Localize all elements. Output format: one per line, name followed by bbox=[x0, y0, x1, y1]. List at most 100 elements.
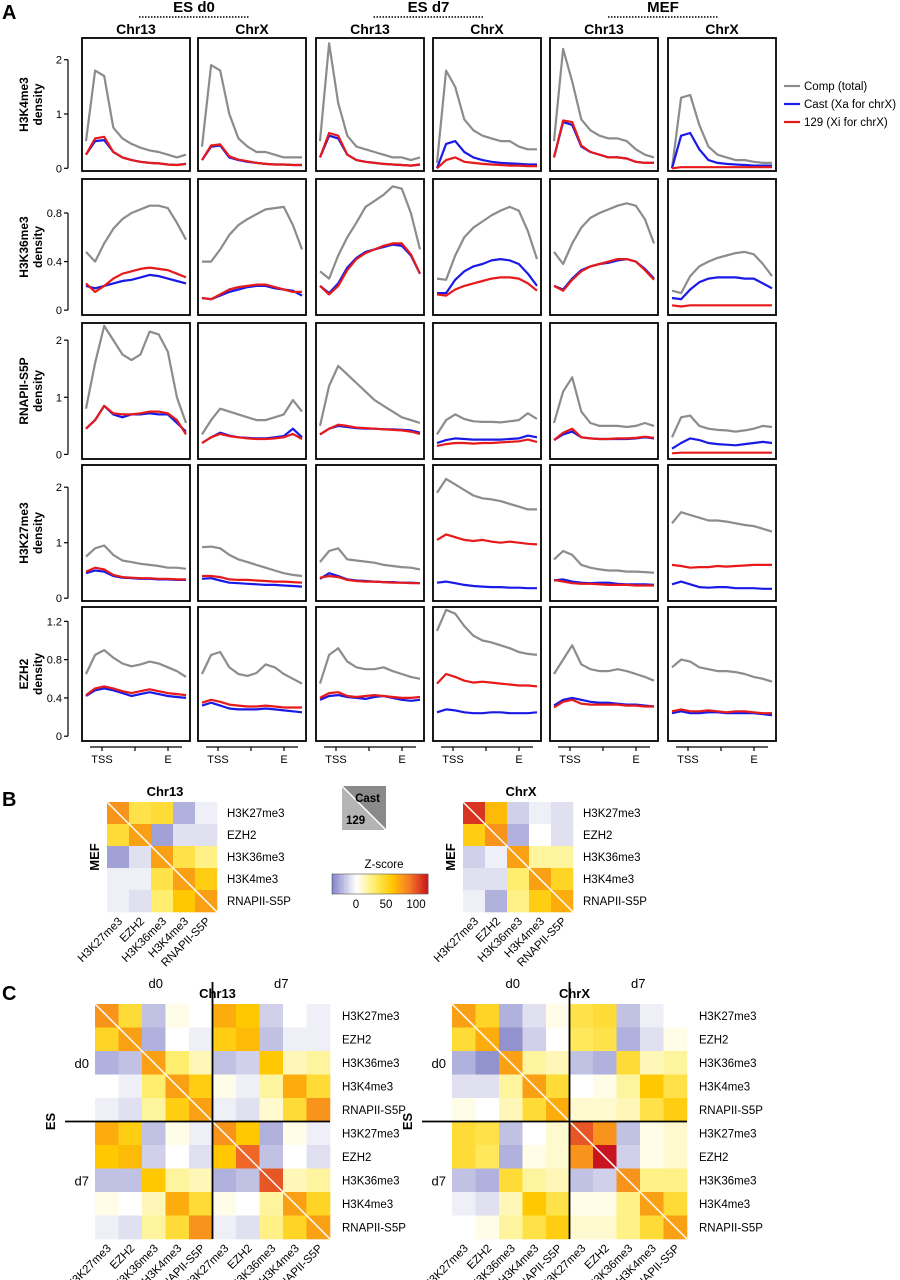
series-line-s129 bbox=[671, 304, 772, 308]
series-line-comp bbox=[201, 650, 303, 685]
heatmap-row-label: EZH2 bbox=[699, 1034, 728, 1046]
heatmap-cell bbox=[107, 846, 130, 869]
series-line-s129 bbox=[319, 574, 420, 585]
row-ylabel-line: H3K4me3 bbox=[17, 77, 31, 132]
heatmap-cell bbox=[499, 1098, 523, 1122]
heatmap-row-label: H3K36me3 bbox=[699, 1058, 757, 1070]
heatmap-cell bbox=[569, 1074, 594, 1099]
triangle-diagonal bbox=[341, 785, 387, 831]
heatmap-cell bbox=[118, 1074, 143, 1099]
heatmap-cell bbox=[546, 1074, 570, 1099]
heatmap-cell bbox=[522, 1192, 547, 1216]
heatmap-cell bbox=[452, 1215, 476, 1240]
heatmap-row-label: H3K4me3 bbox=[699, 1199, 750, 1211]
heatmap-row-label: EZH2 bbox=[583, 830, 612, 842]
line-panel-h3k4me3-2 bbox=[315, 37, 425, 172]
heatmap-cell bbox=[529, 802, 552, 825]
heatmap-cell bbox=[95, 1074, 119, 1099]
colorbar-segment bbox=[399, 874, 402, 894]
heatmap-cell bbox=[95, 1192, 119, 1216]
heatmap-cell bbox=[569, 1215, 594, 1240]
panel-frame bbox=[81, 464, 191, 602]
heatmap-row-label: H3K27me3 bbox=[342, 1011, 400, 1023]
heatmap-cell bbox=[640, 1004, 664, 1028]
line-panel-h3k36me3-4 bbox=[549, 178, 659, 316]
heatmap-cell bbox=[165, 1121, 190, 1146]
heatmap-b-chr13 bbox=[106, 801, 218, 913]
heatmap-cell bbox=[499, 1074, 523, 1099]
colorbar-segment bbox=[358, 874, 362, 894]
heatmap-row-group-label: d0 bbox=[75, 1056, 89, 1071]
line-panel-h3k4me3-0: 0 1 2 bbox=[56, 37, 191, 175]
triangle-label-upper: Cast bbox=[355, 793, 380, 805]
triangle-legend: Cast 129 bbox=[341, 785, 387, 831]
heatmap-cell bbox=[165, 1004, 190, 1028]
heatmap-cell bbox=[569, 1192, 594, 1216]
heatmap-cell bbox=[499, 1145, 523, 1169]
heatmap-row-group-label: MEF bbox=[87, 843, 102, 871]
line-panel-h3k36me3-0: 0 0.4 0.8 bbox=[47, 178, 191, 317]
series-line-comp bbox=[436, 412, 538, 435]
heatmap-cell bbox=[306, 1004, 331, 1028]
line-panel-rnapii-s5p-3 bbox=[432, 322, 542, 460]
heatmap-cell bbox=[283, 1074, 307, 1099]
panel-letter-c: C bbox=[2, 983, 16, 1005]
series-line-comp bbox=[670, 414, 773, 438]
heatmap-cell bbox=[236, 1004, 260, 1028]
heatmap-cell bbox=[118, 1051, 143, 1075]
heatmap-cell bbox=[593, 1027, 617, 1052]
heatmap-cell bbox=[475, 1121, 500, 1146]
heatmap-cell bbox=[463, 890, 486, 913]
heatmap-cell bbox=[283, 1145, 307, 1169]
heatmap-cell bbox=[640, 1121, 664, 1146]
heatmap-row-group-label: d7 bbox=[75, 1173, 89, 1188]
colorbar-segment bbox=[404, 874, 407, 894]
heatmap-cell bbox=[522, 1215, 547, 1240]
heatmap-cell bbox=[499, 1215, 523, 1240]
heatmap-cell bbox=[165, 1098, 190, 1122]
series-line-cast bbox=[85, 273, 187, 290]
heatmap-row-label: H3K36me3 bbox=[227, 852, 285, 864]
heatmap-cell bbox=[95, 1145, 119, 1169]
colorbar-tick-label: 100 bbox=[406, 899, 425, 911]
heatmap-cell bbox=[475, 1145, 500, 1169]
series-line-s129 bbox=[202, 574, 303, 584]
heatmap-row-label: H3K36me3 bbox=[342, 1058, 400, 1070]
line-panel-ezh2-3 bbox=[432, 606, 542, 742]
heatmap-cell bbox=[151, 868, 174, 891]
heatmap-cell bbox=[485, 846, 508, 869]
heatmap-cell bbox=[522, 1027, 547, 1052]
heatmap-cell bbox=[452, 1051, 476, 1075]
heatmap-cell bbox=[663, 1051, 688, 1075]
row-ylabel-line: density bbox=[31, 653, 45, 695]
heatmap-cell bbox=[485, 868, 508, 891]
series-line-cast bbox=[435, 140, 537, 169]
heatmap-cell bbox=[189, 1145, 213, 1169]
heatmap-cell bbox=[616, 1074, 641, 1099]
heatmap-cell bbox=[189, 1168, 213, 1193]
heatmap-cell bbox=[663, 1004, 688, 1028]
heatmap-cell bbox=[663, 1145, 688, 1169]
triangle-label-lower: 129 bbox=[346, 815, 365, 827]
line-panel-h3k36me3-5 bbox=[667, 178, 777, 316]
series-line-s129 bbox=[436, 533, 538, 546]
series-line-comp bbox=[318, 364, 421, 427]
heatmap-cell bbox=[259, 1027, 284, 1052]
heatmap-cell bbox=[499, 1168, 523, 1193]
x-tick-label-e: E bbox=[398, 754, 405, 766]
heatmap-row-label: RNAPII-S5P bbox=[342, 1105, 406, 1117]
panel-frame bbox=[667, 178, 777, 316]
series-line-cast bbox=[201, 701, 303, 714]
row-ylabel-line: density bbox=[31, 226, 45, 268]
heatmap-cell bbox=[118, 1168, 143, 1193]
heatmap-cell bbox=[129, 890, 152, 913]
column-title-chrx: ChrX bbox=[470, 21, 504, 37]
heatmap-cell bbox=[569, 1004, 594, 1028]
heatmap-cell bbox=[95, 1027, 119, 1052]
heatmap-cell bbox=[212, 1168, 237, 1193]
row-ylabel-h3k4me3: H3K4me3density bbox=[17, 77, 45, 132]
heatmap-cell bbox=[616, 1098, 641, 1122]
series-line-s129 bbox=[436, 156, 537, 170]
heatmap-b-chrx bbox=[462, 801, 574, 913]
heatmap-row-label: H3K4me3 bbox=[342, 1081, 393, 1093]
